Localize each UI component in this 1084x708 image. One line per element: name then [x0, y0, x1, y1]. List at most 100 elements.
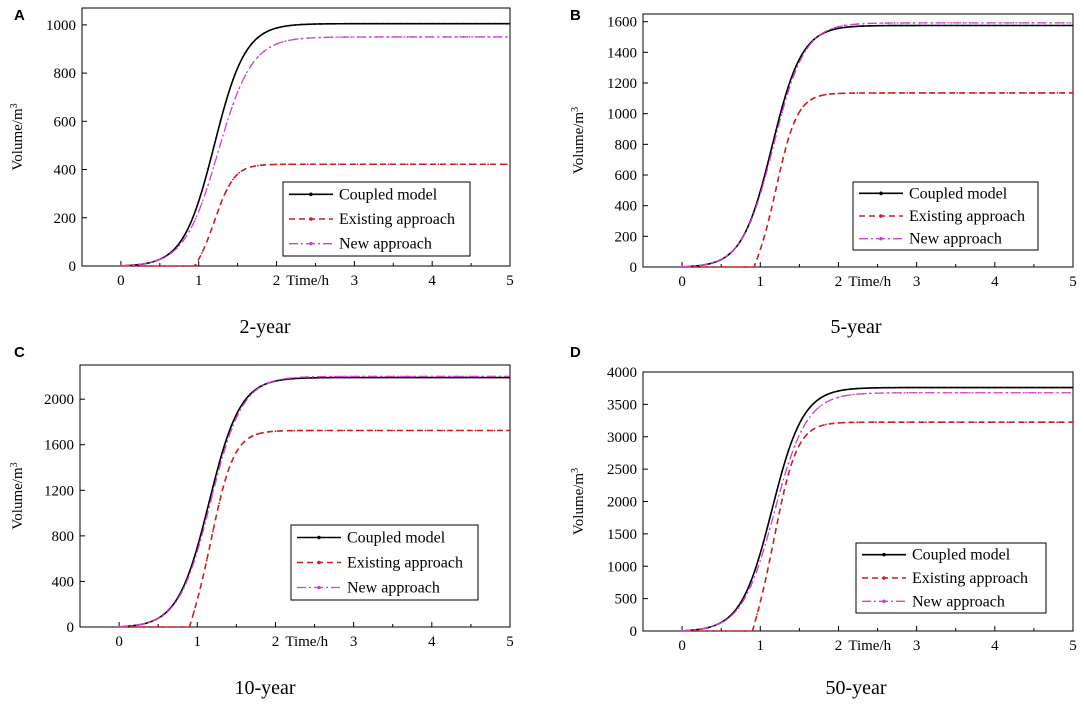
- series-point-new: [237, 413, 239, 416]
- series-point-new: [381, 36, 384, 38]
- series-point-coupled: [1068, 24, 1071, 27]
- x-tick-label: 2: [835, 274, 843, 290]
- series-point-new: [881, 392, 884, 394]
- series-point-existing: [437, 429, 439, 432]
- series-point-existing: [375, 163, 378, 166]
- panel-letter: D: [570, 344, 581, 361]
- series-point-coupled: [975, 24, 977, 27]
- series-point-existing: [244, 168, 247, 170]
- series-point-existing: [875, 421, 877, 424]
- series-point-existing: [968, 92, 971, 94]
- series-point-existing: [793, 120, 796, 123]
- legend-label-coupled: Coupled model: [339, 186, 438, 203]
- series-point-existing: [349, 429, 352, 432]
- series-point-new: [449, 375, 452, 378]
- series-point-coupled: [375, 22, 378, 25]
- series-point-existing: [168, 626, 171, 628]
- series-point-existing: [136, 626, 139, 628]
- series-point-existing: [1068, 421, 1071, 424]
- series-point-existing: [324, 429, 327, 432]
- series-point-new: [213, 164, 216, 166]
- series-point-existing: [900, 421, 902, 424]
- series-point-new: [1056, 391, 1059, 394]
- series-point-new: [275, 43, 278, 45]
- legend-marker-coupled: [882, 552, 886, 557]
- series-point-new: [1050, 21, 1053, 24]
- y-tick-label: 2000: [44, 392, 74, 408]
- series-point-existing: [487, 163, 490, 166]
- series-point-existing: [706, 630, 709, 632]
- series-point-coupled: [843, 388, 846, 391]
- series-point-new: [831, 398, 834, 401]
- series-point-new: [287, 377, 289, 380]
- series-point-new: [437, 36, 440, 38]
- series-point-new: [487, 36, 490, 38]
- series-point-new: [269, 46, 272, 48]
- series-point-existing: [200, 252, 203, 255]
- series-point-existing: [331, 163, 334, 166]
- series-point-new: [1025, 391, 1027, 394]
- series-point-existing: [138, 265, 141, 267]
- series-point-new: [481, 36, 483, 38]
- series-point-coupled: [887, 24, 890, 27]
- y-axis-title: Volume/m3: [570, 107, 588, 174]
- y-axis-title-superscript: 3: [570, 107, 581, 112]
- x-tick-label: 0: [678, 638, 686, 654]
- series-point-existing: [950, 92, 952, 94]
- series-point-existing: [412, 163, 415, 166]
- series-point-existing: [756, 613, 759, 616]
- series-point-existing: [455, 429, 458, 432]
- series-point-existing: [775, 528, 777, 531]
- series-point-existing: [925, 421, 927, 424]
- series-point-existing: [887, 421, 890, 424]
- y-tick-label: 400: [52, 574, 75, 590]
- series-point-coupled: [800, 55, 802, 58]
- series-point-existing: [418, 163, 421, 166]
- series-point-coupled: [875, 386, 877, 389]
- series-point-new: [193, 560, 196, 563]
- series-point-new: [149, 621, 152, 623]
- series-point-new: [412, 375, 414, 378]
- series-point-existing: [157, 265, 160, 267]
- series-point-existing: [249, 436, 252, 439]
- series-point-new: [893, 22, 896, 24]
- series-point-new: [749, 220, 752, 222]
- series-point-new: [925, 391, 927, 394]
- series-point-existing: [1056, 421, 1059, 424]
- series-point-new: [706, 263, 709, 266]
- series-point-new: [731, 250, 734, 253]
- series-point-new: [324, 375, 327, 378]
- series-point-coupled: [993, 386, 996, 389]
- series-point-new: [443, 375, 446, 378]
- y-tick-label: 600: [54, 114, 77, 130]
- series-point-existing: [369, 163, 371, 166]
- series-point-existing: [1012, 421, 1015, 424]
- series-point-existing: [1006, 92, 1009, 94]
- series-point-existing: [176, 265, 178, 267]
- series-point-new: [737, 243, 740, 246]
- x-tick-label: 2: [272, 634, 280, 650]
- series-point-coupled: [418, 22, 421, 25]
- series-point-new: [337, 375, 339, 378]
- series-point-coupled: [1043, 386, 1046, 389]
- series-point-new: [280, 378, 283, 381]
- series-point-existing: [207, 237, 209, 240]
- series-point-existing: [268, 430, 271, 433]
- legend-marker-new: [309, 241, 313, 246]
- x-tick-label: 3: [351, 273, 359, 289]
- series-point-new: [194, 217, 197, 220]
- series-point-coupled: [244, 51, 247, 54]
- series-point-new: [818, 405, 821, 408]
- series-point-new: [505, 375, 508, 378]
- series-point-existing: [800, 441, 802, 444]
- series-point-new: [687, 265, 690, 268]
- series-point-coupled: [749, 580, 752, 583]
- series-point-coupled: [1056, 24, 1059, 27]
- series-point-coupled: [505, 22, 508, 25]
- series-point-new: [499, 36, 502, 38]
- series-point-new: [1012, 21, 1015, 24]
- legend: Coupled model Existing approach New approa…: [852, 181, 1039, 251]
- series-point-existing: [887, 92, 890, 94]
- series-point-existing: [956, 92, 959, 94]
- series-point-coupled: [312, 23, 315, 25]
